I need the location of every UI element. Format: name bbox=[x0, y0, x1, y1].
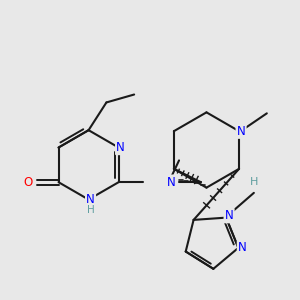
Text: N: N bbox=[116, 141, 125, 154]
Text: N: N bbox=[238, 242, 247, 254]
Text: N: N bbox=[237, 125, 245, 138]
Text: N: N bbox=[167, 176, 176, 189]
Text: N: N bbox=[225, 209, 233, 222]
Text: H: H bbox=[87, 206, 94, 215]
Text: O: O bbox=[23, 176, 32, 189]
Text: H: H bbox=[250, 177, 258, 187]
Text: N: N bbox=[86, 193, 95, 206]
